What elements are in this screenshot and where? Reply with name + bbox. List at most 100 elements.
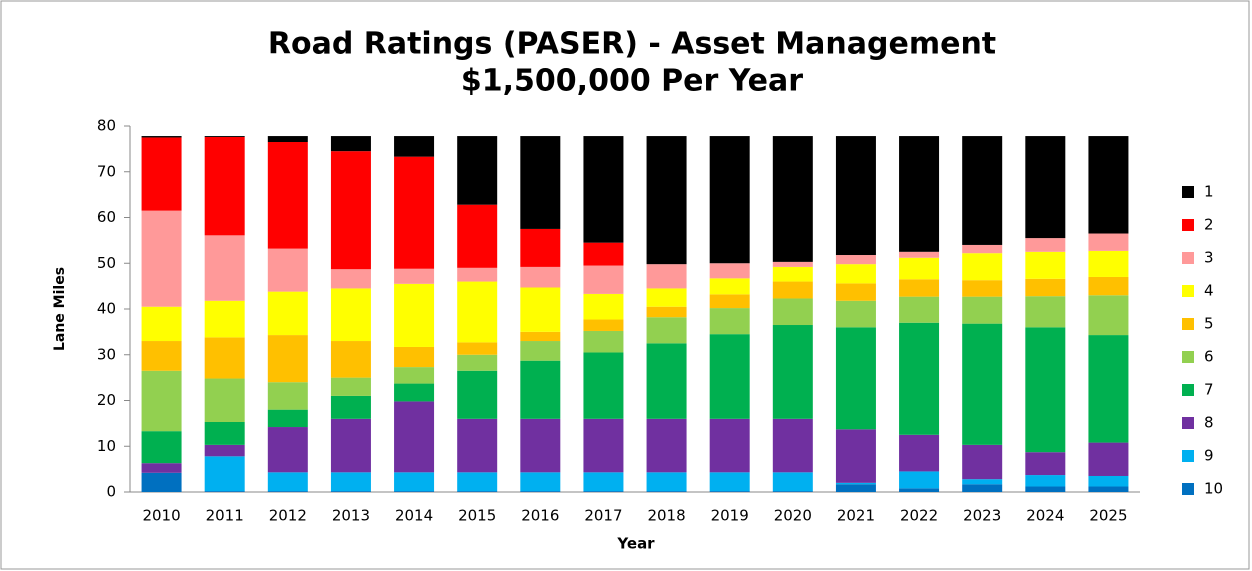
bar-segment [1088,335,1129,443]
bar-segment [646,264,687,289]
bar-segment [962,244,1003,254]
bar-segment [267,335,308,383]
x-tick-label: 2025 [1089,507,1127,525]
legend-swatch [1182,483,1194,495]
bar-segment [899,257,940,280]
bar-segment [394,136,435,157]
bar-segment [204,456,245,492]
bar-segment [457,354,498,371]
x-tick-label: 2015 [458,507,496,525]
bar-segment [1025,278,1066,297]
x-tick-label: 2010 [142,507,180,525]
bar-segment [394,268,435,284]
bar-segment [962,484,1003,492]
bar-segment [267,136,308,143]
y-tick-label: 70 [97,162,116,180]
bar-segment [457,204,498,268]
legend-label: 3 [1204,249,1214,267]
x-tick-label: 2021 [837,507,875,525]
bar-segment [1025,251,1066,279]
bar-segment [394,491,435,492]
bar-segment [1025,136,1066,239]
bar-segment [646,317,687,344]
legend-swatch [1182,450,1194,462]
bar-segment [899,471,940,489]
bar-segment [1025,327,1066,453]
bar-segment [962,253,1003,281]
bar-segment [457,491,498,492]
legend-swatch [1182,384,1194,396]
x-tick-label: 2020 [774,507,812,525]
bar-segment [1088,233,1129,251]
bar-segment [141,306,182,342]
bar-segment [899,279,940,297]
bar-segment [204,378,245,423]
y-tick-label: 80 [97,117,116,135]
bar-segment [330,136,371,152]
legend-label: 2 [1204,216,1214,234]
bar-segment [583,242,624,266]
y-axis-label: Lane Miles [52,267,68,351]
y-tick-label: 0 [106,483,116,501]
bar-segment [330,377,371,396]
bar-segment [394,283,435,347]
bar-segment [646,491,687,492]
x-tick-label: 2024 [1026,507,1064,525]
bar-segment [709,308,750,335]
bar-segment [646,136,687,265]
bar-segment [141,370,182,432]
bar-segment [899,296,940,323]
bar-segment [899,322,940,435]
bar-segment [1025,452,1066,476]
bar-segment [520,287,561,332]
bar-segment [520,341,561,361]
bar-segment [1088,276,1129,296]
bar-segment [1088,250,1129,277]
bar-segment [962,136,1003,245]
bar-segment [204,136,245,137]
bar-segment [394,401,435,473]
bar-segment [394,472,435,492]
bar-segment [330,269,371,289]
bar-segment [583,136,624,243]
bar-segment [899,488,940,492]
bar-segment [709,472,750,492]
bar-segment [394,346,435,368]
bar-segment [772,261,813,267]
legend-label: 5 [1204,315,1214,333]
bar-segment [141,431,182,464]
x-tick-label: 2017 [584,507,622,525]
bar-segment [204,300,245,338]
bar-segment [457,281,498,343]
bar-segment [583,265,624,294]
bar-segment [1025,486,1066,492]
bar-segment [709,294,750,309]
bar-segment [899,251,940,258]
bar-segment [835,264,876,284]
bar-segment [962,280,1003,297]
bar-segment [583,491,624,492]
bar-segment [962,479,1003,485]
bar-segment [772,491,813,492]
x-axis-label: Year [616,535,655,553]
bar-segment [835,429,876,483]
bar-segment [646,306,687,318]
bar-segment [520,331,561,342]
x-tick-label: 2019 [711,507,749,525]
x-tick-label: 2022 [900,507,938,525]
bar-segment [520,418,561,473]
legend-label: 10 [1204,480,1223,498]
bar-segment [583,352,624,419]
bar-segment [330,472,371,492]
bar-segment [1025,238,1066,252]
bar-segment [457,472,498,492]
bar-segment [646,418,687,473]
bar-segment [141,463,182,473]
bar-segment [709,278,750,295]
bar-segment [962,296,1003,324]
bar-segment [141,136,182,138]
bar-segment [583,330,624,353]
legend-swatch [1182,417,1194,429]
legend-swatch [1182,219,1194,231]
bar-segment [1025,296,1066,328]
